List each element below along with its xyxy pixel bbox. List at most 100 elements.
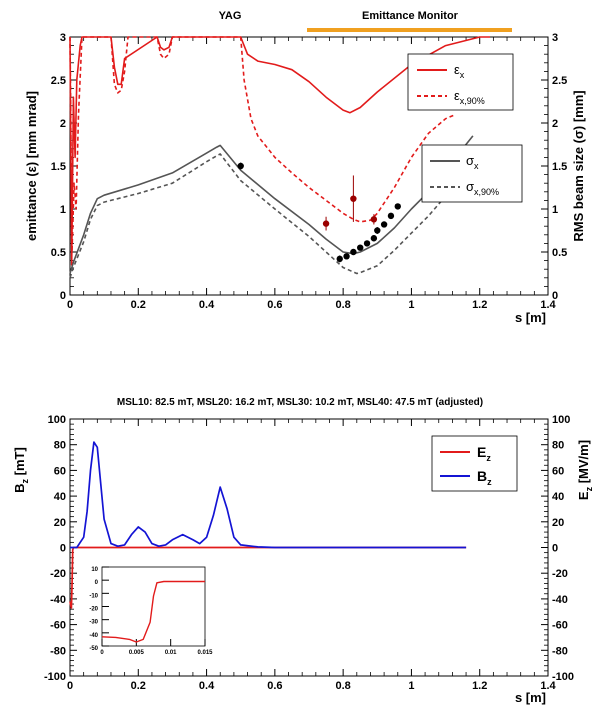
y-tick-label: -40 bbox=[89, 633, 98, 639]
emittance-monitor-label: Emittance Monitor bbox=[362, 10, 459, 22]
x-tick-label: 1 bbox=[408, 299, 414, 311]
beamsize-measurement-point bbox=[357, 244, 364, 251]
inset-frame bbox=[101, 566, 206, 647]
bottom-x-axis-label: s [m] bbox=[515, 690, 546, 705]
y-tick-label: -40 bbox=[50, 594, 66, 606]
y2-tick-label: 0.5 bbox=[552, 247, 567, 259]
y-tick-label: 0 bbox=[60, 290, 66, 302]
y2-tick-label: -40 bbox=[552, 594, 568, 606]
y2-tick-label: -60 bbox=[552, 620, 568, 632]
y2-tick-label: 3 bbox=[552, 32, 558, 44]
y-tick-label: 0.5 bbox=[51, 247, 66, 259]
x-tick-label: 0.2 bbox=[131, 299, 146, 311]
y-tick-label: 40 bbox=[54, 491, 66, 503]
legend-sigma-dashed-label: σx,90% bbox=[466, 179, 499, 197]
legend-sigma-box bbox=[421, 144, 523, 203]
y2-tick-label: 1 bbox=[552, 204, 558, 216]
beamsize-measurement-point bbox=[380, 221, 388, 228]
bottom-chart: MSL10: 82.5 mT, MSL20: 16.2 mT, MSL30: 1… bbox=[12, 397, 594, 705]
beamsize-measurement-point bbox=[387, 212, 395, 220]
beamsize-measurement-point bbox=[350, 248, 357, 256]
y-tick-label: -80 bbox=[50, 645, 66, 657]
bottom-y2-axis-label-text: Ez [MV/m] bbox=[576, 440, 594, 500]
x-tick-label: 1 bbox=[408, 680, 414, 692]
series-sigma-90 bbox=[69, 153, 474, 279]
bottom-y-axis-label-group: Bz [mT] bbox=[12, 447, 30, 493]
emittance-measurement-point bbox=[350, 195, 357, 202]
y-tick-label: -100 bbox=[44, 671, 66, 683]
top-y2-axis-label: RMS beam size (σ) [mm] bbox=[571, 90, 586, 241]
emittance-measurement-point bbox=[322, 220, 330, 227]
inset-chart: 0 0.005 0.01 0.015 -50 -40 -30 -20 -10 0 10 bbox=[89, 566, 213, 656]
y2-tick-label: 100 bbox=[552, 414, 570, 426]
beamsize-measurement-point bbox=[343, 253, 350, 260]
x-tick-label: 0.6 bbox=[267, 299, 282, 311]
y-tick-label: -50 bbox=[89, 646, 98, 652]
y2-tick-label: -100 bbox=[552, 671, 574, 683]
beamsize-measurement-point bbox=[370, 235, 378, 242]
x-tick-label: 1.4 bbox=[540, 299, 556, 311]
inset-series-ez bbox=[101, 580, 205, 643]
y-tick-label: 1 bbox=[60, 204, 66, 216]
y2-tick-label: 2.5 bbox=[552, 75, 567, 87]
beamsize-measurement-point bbox=[336, 255, 343, 263]
x-tick-label: 0.6 bbox=[267, 680, 282, 692]
legend-emit-solid-label: εx bbox=[454, 62, 465, 80]
x-tick-label: 0 bbox=[100, 650, 104, 656]
y-tick-label: 1.5 bbox=[51, 161, 66, 173]
x-tick-label: 0.005 bbox=[129, 650, 145, 656]
x-tick-label: 0.4 bbox=[199, 680, 215, 692]
y-tick-label: 2 bbox=[60, 118, 66, 130]
legend-fields-box bbox=[431, 435, 518, 492]
y2-tick-label: 2 bbox=[552, 118, 558, 130]
y-tick-label: 3 bbox=[60, 32, 66, 44]
series-bz bbox=[70, 441, 467, 549]
series-sigma bbox=[69, 135, 474, 274]
legend-emit-dashed-label: εx,90% bbox=[454, 88, 485, 106]
x-tick-label: 0.2 bbox=[131, 680, 146, 692]
y-tick-label: 20 bbox=[54, 517, 66, 529]
y2-tick-label: 0 bbox=[552, 543, 558, 555]
legend-sigma-solid-label: σx bbox=[466, 153, 479, 171]
emittance-monitor-bar bbox=[307, 28, 512, 32]
top-x-axis-label: s [m] bbox=[515, 310, 546, 325]
x-tick-label: 0.01 bbox=[165, 650, 177, 656]
emittance-measurement-point bbox=[370, 216, 378, 223]
y-tick-label: 10 bbox=[91, 567, 98, 573]
bottom-y-axis-label-text: Bz [mT] bbox=[12, 447, 30, 493]
beamsize-measurement-point bbox=[374, 227, 381, 234]
y-tick-label: 80 bbox=[54, 440, 66, 452]
x-tick-label: 0 bbox=[67, 680, 73, 692]
y-tick-label: 100 bbox=[48, 414, 66, 426]
x-tick-label: 1.4 bbox=[540, 680, 556, 692]
y2-tick-label: 20 bbox=[552, 517, 564, 529]
x-tick-label: 0.8 bbox=[335, 680, 350, 692]
x-tick-label: 1.2 bbox=[472, 680, 487, 692]
x-tick-label: 0.4 bbox=[199, 299, 215, 311]
top-y-axis-label: emittance (ε) [mm mrad] bbox=[24, 91, 39, 241]
legend-sigma: σx σx,90% bbox=[421, 144, 523, 203]
y-tick-label: 60 bbox=[54, 465, 66, 477]
top-chart: YAG Emittance Monitor 0 0.2 0.4 0.6 0.8 1 1.2 1… bbox=[24, 10, 586, 325]
y2-tick-label: 60 bbox=[552, 465, 564, 477]
yag-label: YAG bbox=[219, 10, 242, 22]
legend-emittance: εx εx,90% bbox=[407, 53, 514, 111]
y2-tick-label: -80 bbox=[552, 645, 568, 657]
y2-tick-label: 40 bbox=[552, 491, 564, 503]
x-tick-label: 0.8 bbox=[335, 299, 350, 311]
beamsize-measurement-point bbox=[237, 162, 244, 170]
x-tick-label: 0 bbox=[67, 299, 73, 311]
beamsize-measurement-point bbox=[363, 240, 371, 247]
y-tick-label: 0 bbox=[60, 543, 66, 555]
x-tick-label: 1.2 bbox=[472, 299, 487, 311]
x-tick-label: 0.015 bbox=[197, 650, 213, 656]
legend-fields: Ez Bz bbox=[431, 435, 518, 492]
legend-ez-label: Ez bbox=[477, 444, 491, 463]
y-tick-label: 0 bbox=[95, 580, 99, 586]
legend-bz-label: Bz bbox=[477, 468, 492, 487]
y-tick-label: -10 bbox=[89, 593, 98, 599]
series-emit-90 bbox=[69, 36, 457, 253]
y2-tick-label: 80 bbox=[552, 440, 564, 452]
beamsize-measurement-point bbox=[394, 203, 401, 210]
y-tick-label: 2.5 bbox=[51, 75, 66, 87]
